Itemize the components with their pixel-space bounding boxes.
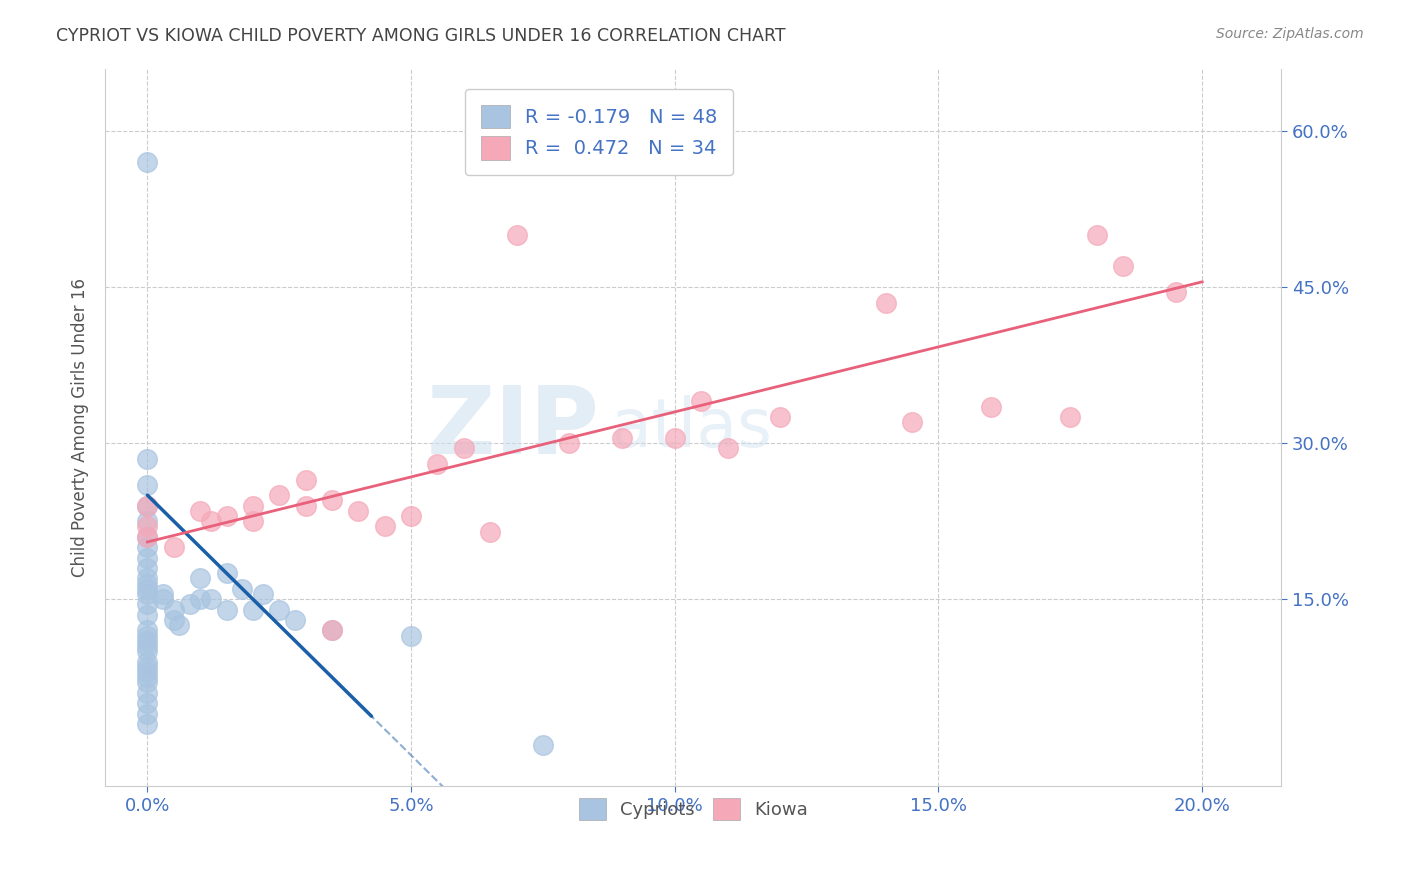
Point — [136, 675, 159, 690]
Point — [136, 696, 159, 710]
Point — [399, 508, 422, 523]
Point — [980, 400, 1002, 414]
Point — [294, 473, 316, 487]
Point — [1164, 285, 1187, 300]
Point — [374, 519, 396, 533]
Point — [136, 665, 159, 679]
Point — [136, 670, 159, 684]
Point — [875, 295, 897, 310]
Point — [152, 592, 174, 607]
Point — [136, 717, 159, 731]
Y-axis label: Child Poverty Among Girls Under 16: Child Poverty Among Girls Under 16 — [72, 278, 89, 577]
Point — [136, 686, 159, 700]
Point — [769, 410, 792, 425]
Point — [188, 571, 211, 585]
Point — [136, 639, 159, 653]
Point — [136, 655, 159, 669]
Point — [188, 504, 211, 518]
Point — [136, 530, 159, 544]
Point — [558, 436, 581, 450]
Point — [136, 550, 159, 565]
Point — [167, 618, 190, 632]
Point — [1112, 259, 1135, 273]
Point — [321, 624, 343, 638]
Point — [136, 514, 159, 528]
Point — [252, 587, 274, 601]
Point — [163, 602, 186, 616]
Point — [136, 644, 159, 658]
Legend: Cypriots, Kiowa: Cypriots, Kiowa — [564, 784, 823, 835]
Point — [242, 514, 264, 528]
Point — [136, 624, 159, 638]
Point — [215, 602, 238, 616]
Point — [269, 488, 291, 502]
Point — [215, 566, 238, 581]
Point — [163, 540, 186, 554]
Point — [136, 561, 159, 575]
Point — [1085, 227, 1108, 242]
Point — [1059, 410, 1081, 425]
Text: ZIP: ZIP — [426, 382, 599, 474]
Point — [136, 706, 159, 721]
Text: CYPRIOT VS KIOWA CHILD POVERTY AMONG GIRLS UNDER 16 CORRELATION CHART: CYPRIOT VS KIOWA CHILD POVERTY AMONG GIR… — [56, 27, 786, 45]
Point — [242, 499, 264, 513]
Point — [242, 602, 264, 616]
Point — [321, 493, 343, 508]
Point — [200, 514, 222, 528]
Point — [690, 394, 713, 409]
Point — [136, 155, 159, 169]
Text: Source: ZipAtlas.com: Source: ZipAtlas.com — [1216, 27, 1364, 41]
Point — [531, 738, 554, 752]
Point — [136, 582, 159, 596]
Point — [505, 227, 527, 242]
Point — [136, 519, 159, 533]
Point — [215, 508, 238, 523]
Point — [453, 442, 475, 456]
Point — [136, 576, 159, 591]
Point — [188, 592, 211, 607]
Point — [136, 587, 159, 601]
Point — [479, 524, 502, 539]
Point — [426, 457, 449, 471]
Point — [231, 582, 253, 596]
Point — [136, 499, 159, 513]
Point — [136, 598, 159, 612]
Point — [136, 499, 159, 513]
Point — [152, 587, 174, 601]
Point — [179, 598, 201, 612]
Point — [294, 499, 316, 513]
Point — [136, 571, 159, 585]
Point — [136, 633, 159, 648]
Point — [284, 613, 307, 627]
Point — [136, 540, 159, 554]
Point — [610, 431, 633, 445]
Point — [136, 660, 159, 674]
Point — [901, 415, 924, 429]
Point — [347, 504, 370, 518]
Point — [136, 477, 159, 491]
Point — [136, 607, 159, 622]
Point — [399, 629, 422, 643]
Point — [716, 442, 738, 456]
Point — [136, 530, 159, 544]
Point — [136, 629, 159, 643]
Text: atlas: atlas — [612, 394, 772, 460]
Point — [321, 624, 343, 638]
Point — [163, 613, 186, 627]
Point — [269, 602, 291, 616]
Point — [200, 592, 222, 607]
Point — [136, 451, 159, 466]
Point — [664, 431, 686, 445]
